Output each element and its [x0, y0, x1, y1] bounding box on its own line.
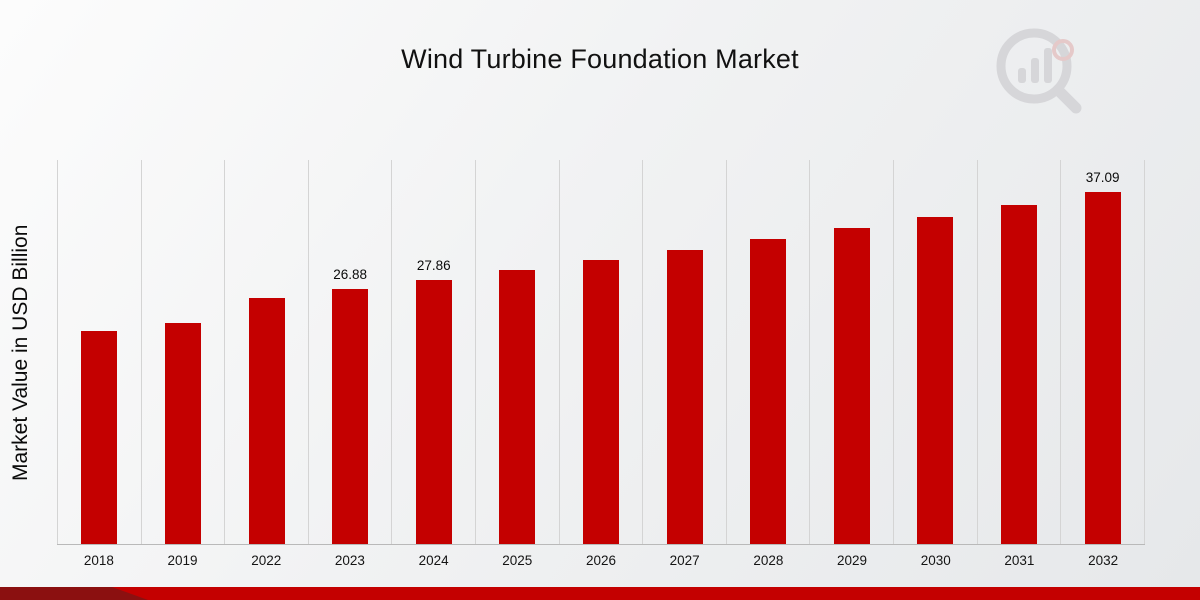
- chart-column: [57, 160, 141, 544]
- chart-column: 27.86: [391, 160, 475, 544]
- bar-2031: [1001, 204, 1037, 544]
- bar-2030: [917, 216, 954, 544]
- bar-2025: [499, 270, 536, 544]
- bar-2019: [164, 323, 201, 544]
- chart-column: 37.09: [1060, 160, 1145, 544]
- chart-column: [558, 160, 643, 544]
- bottom-accent-band-dark: [0, 587, 148, 600]
- x-tick-label: 2025: [502, 553, 533, 568]
- bar-2032: [1084, 192, 1121, 544]
- chart-column: [893, 160, 977, 544]
- chart-column: [976, 160, 1061, 544]
- x-axis-labels: 2018 2019 2022 2023 2024 2025 2026 2027 2028 2029…: [57, 553, 1145, 568]
- bar-2023: [332, 289, 369, 544]
- x-tick-label: 2023: [334, 553, 365, 568]
- x-tick-label: 2029: [837, 553, 868, 568]
- bar-2026: [582, 260, 619, 544]
- bar-2029: [833, 228, 870, 544]
- x-tick-label: 2018: [83, 553, 114, 568]
- x-tick-label: 2027: [669, 553, 700, 568]
- x-tick-label: 2028: [753, 553, 784, 568]
- bar-value-label: 26.88: [333, 267, 368, 283]
- bar-2018: [81, 330, 118, 544]
- chart-column: [140, 160, 225, 544]
- x-tick-label: 2030: [920, 553, 951, 568]
- bar-2022: [248, 298, 285, 544]
- chart-column: 26.88: [307, 160, 392, 544]
- bar-2024: [415, 279, 452, 544]
- x-tick-label: 2032: [1088, 553, 1119, 568]
- y-axis-label: Market Value in USD Billion: [9, 224, 32, 481]
- bar-2028: [750, 239, 787, 544]
- bottom-accent-band: [0, 587, 1200, 600]
- bar-value-label: 27.86: [416, 257, 451, 273]
- x-tick-label: 2031: [1004, 553, 1035, 568]
- chart-column: [475, 160, 559, 544]
- bar-2027: [666, 249, 703, 544]
- page-title: Wind Turbine Foundation Market: [401, 44, 799, 74]
- x-tick-label: 2022: [251, 553, 282, 568]
- chart-column: [809, 160, 893, 544]
- chart-plot: 26.88 27.86 37.09: [57, 160, 1145, 545]
- chart-column: [642, 160, 726, 544]
- chart-column: [224, 160, 308, 544]
- bar-chart-magnifier-logo: [996, 28, 1082, 114]
- bar-value-label: 37.09: [1085, 170, 1120, 186]
- chart-column: [725, 160, 810, 544]
- x-tick-label: 2024: [418, 553, 449, 568]
- x-tick-label: 2026: [585, 553, 616, 568]
- x-tick-label: 2019: [167, 553, 198, 568]
